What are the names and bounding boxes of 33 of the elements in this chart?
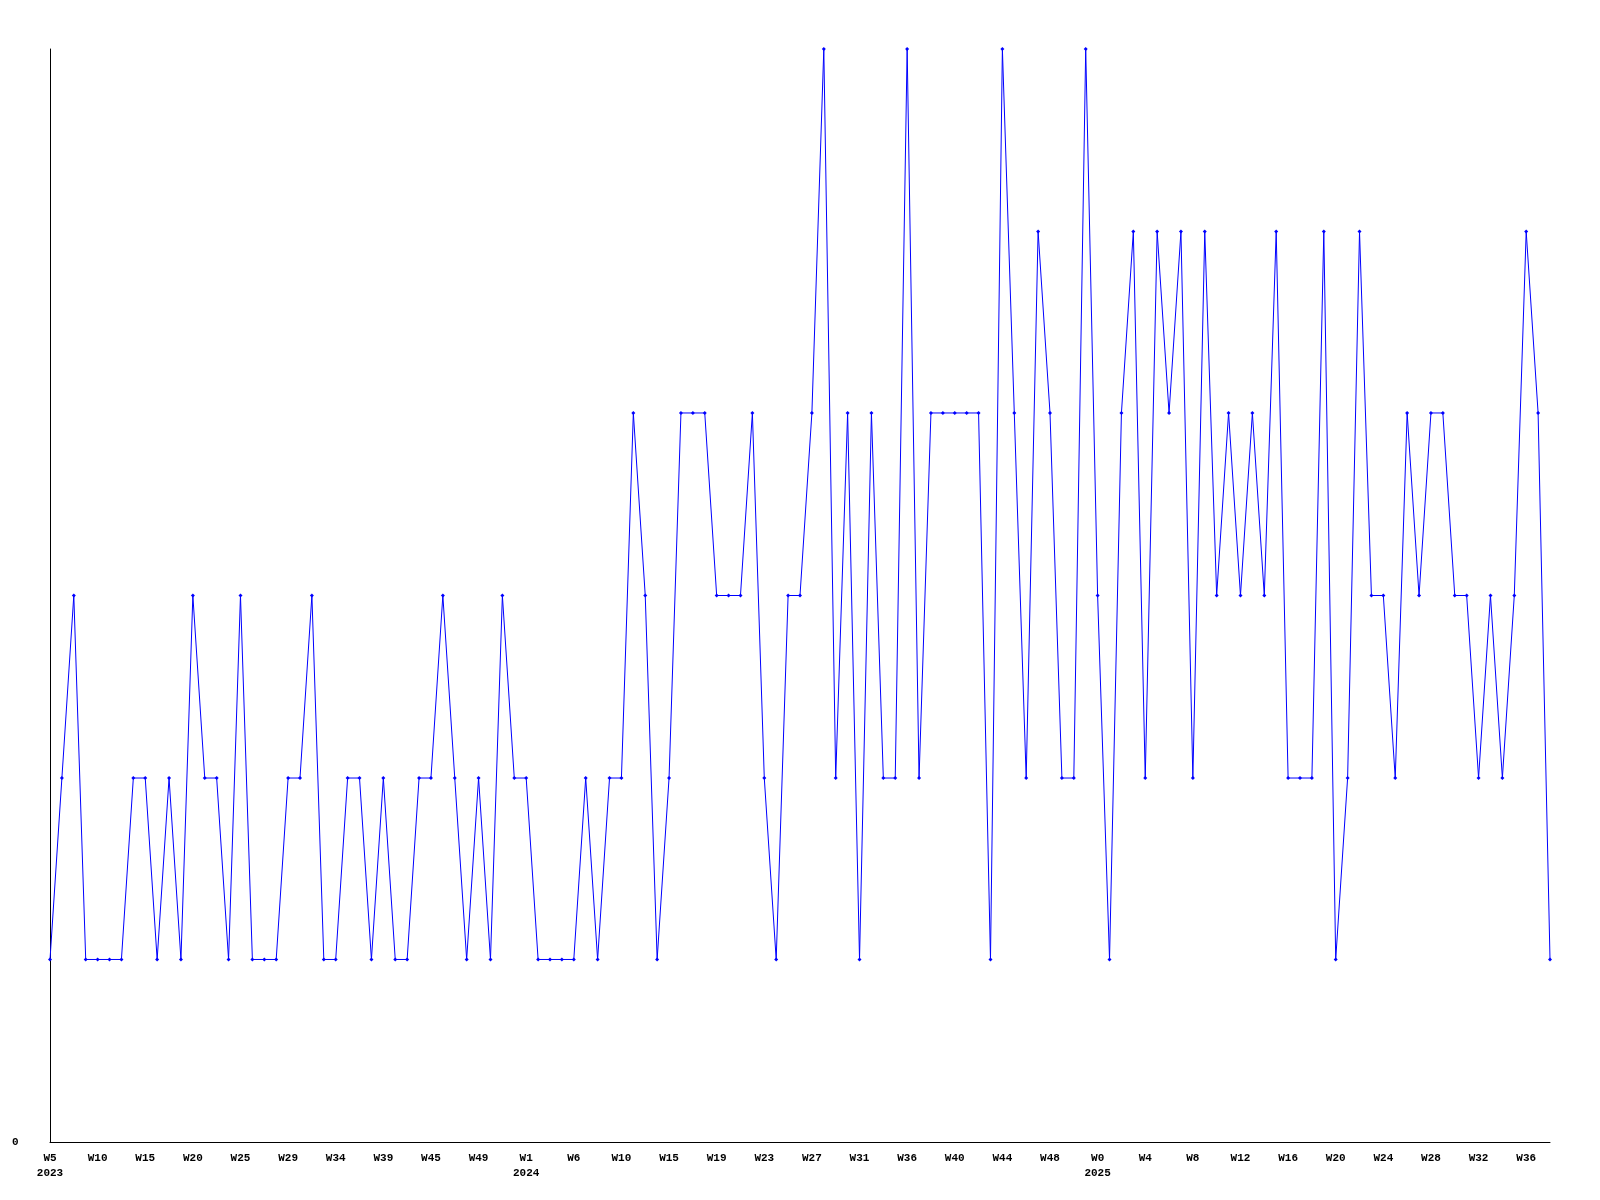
x-tick-label: W0 2025 [1084,1151,1112,1179]
x-tick-label: W49 [468,1151,489,1164]
x-tick-label: W20 [182,1151,203,1164]
x-tick-label: W45 [421,1151,442,1164]
x-tick-label: W24 [1373,1151,1394,1164]
x-tick-label: W40 [944,1151,965,1164]
x-tick-label: W25 [230,1151,251,1164]
x-tick-label: W20 [1325,1151,1346,1164]
x-tick-label: W36 [1516,1151,1537,1164]
x-tick-label: W12 [1230,1151,1251,1164]
x-tick-label: W15 [135,1151,156,1164]
x-tick-label: W36 [897,1151,918,1164]
x-tick-label: W15 [659,1151,680,1164]
x-tick-label: W16 [1278,1151,1298,1164]
x-tick-label: W10 [611,1151,632,1164]
x-tick-label: W5 2023 [36,1151,64,1179]
x-tick-label: W19 [706,1151,727,1164]
x-tick-label: W29 [278,1151,298,1164]
x-tick-label: W34 [325,1151,347,1164]
x-tick-label: W39 [373,1151,394,1164]
x-tick-label: W10 [87,1151,108,1164]
x-tick-label: W23 [754,1151,775,1164]
x-tick-label: W28 [1421,1151,1442,1164]
x-tick-label: W1 2024 [512,1151,540,1179]
x-tick-label: W4 [1138,1151,1153,1164]
x-tick-label: W44 [992,1151,1013,1164]
x-tick-label: W27 [802,1151,822,1164]
x-tick-label: W8 [1186,1151,1200,1164]
x-tick-label: W32 [1468,1151,1489,1164]
x-tick-label: W31 [849,1151,870,1164]
text: 0 [12,1135,19,1148]
x-tick-label: W48 [1040,1151,1061,1164]
x-tick-label: W6 [567,1151,581,1164]
